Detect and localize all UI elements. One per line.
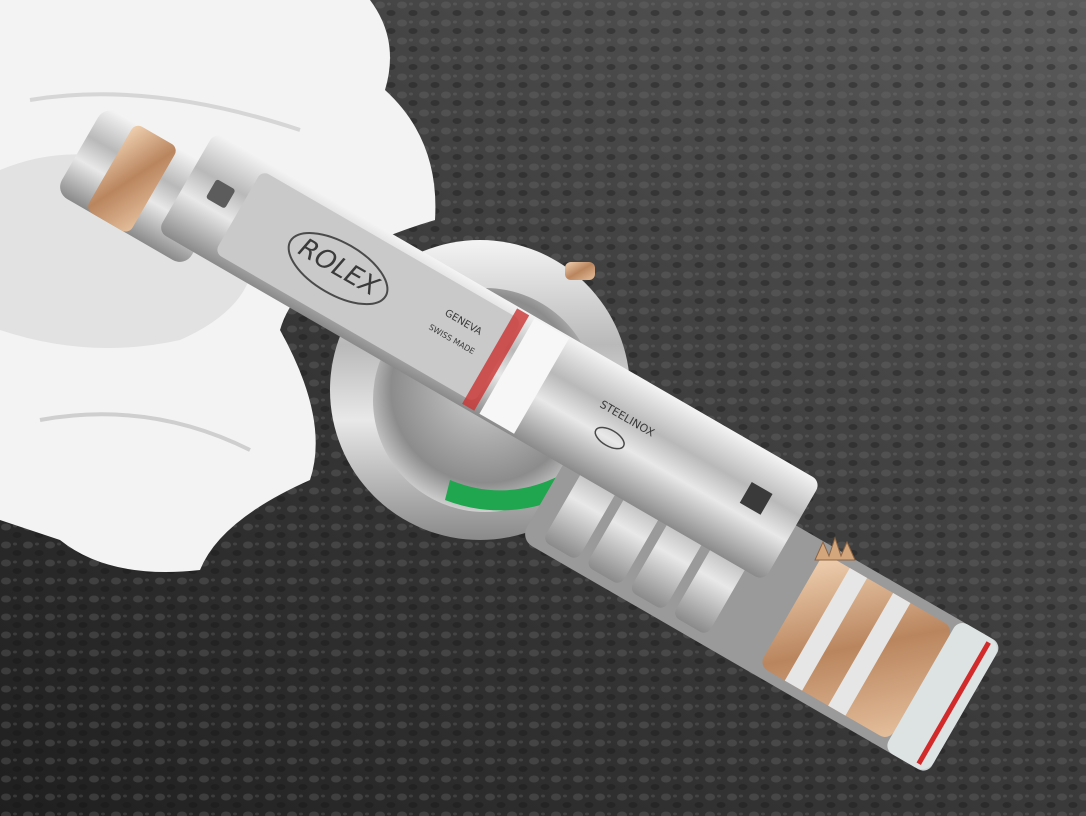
clasp-pin <box>206 179 235 208</box>
link <box>784 568 868 691</box>
clasp-reflection <box>462 308 530 411</box>
clasp-hinge <box>479 318 570 434</box>
red-tape <box>916 641 991 765</box>
glove-crease <box>29 92 301 132</box>
crown <box>565 262 595 280</box>
glove-crease <box>39 412 251 452</box>
link <box>828 593 911 716</box>
clasp-plate <box>217 173 519 400</box>
crown-logo <box>814 536 856 561</box>
hallmark <box>594 426 625 450</box>
clasp: ROLEX GENEVA SWISS MADE STEELINOX <box>161 135 818 578</box>
logo-scroll <box>287 232 389 306</box>
protective-film <box>887 623 999 771</box>
clasp-slot <box>739 482 773 515</box>
gold-link <box>88 125 176 232</box>
